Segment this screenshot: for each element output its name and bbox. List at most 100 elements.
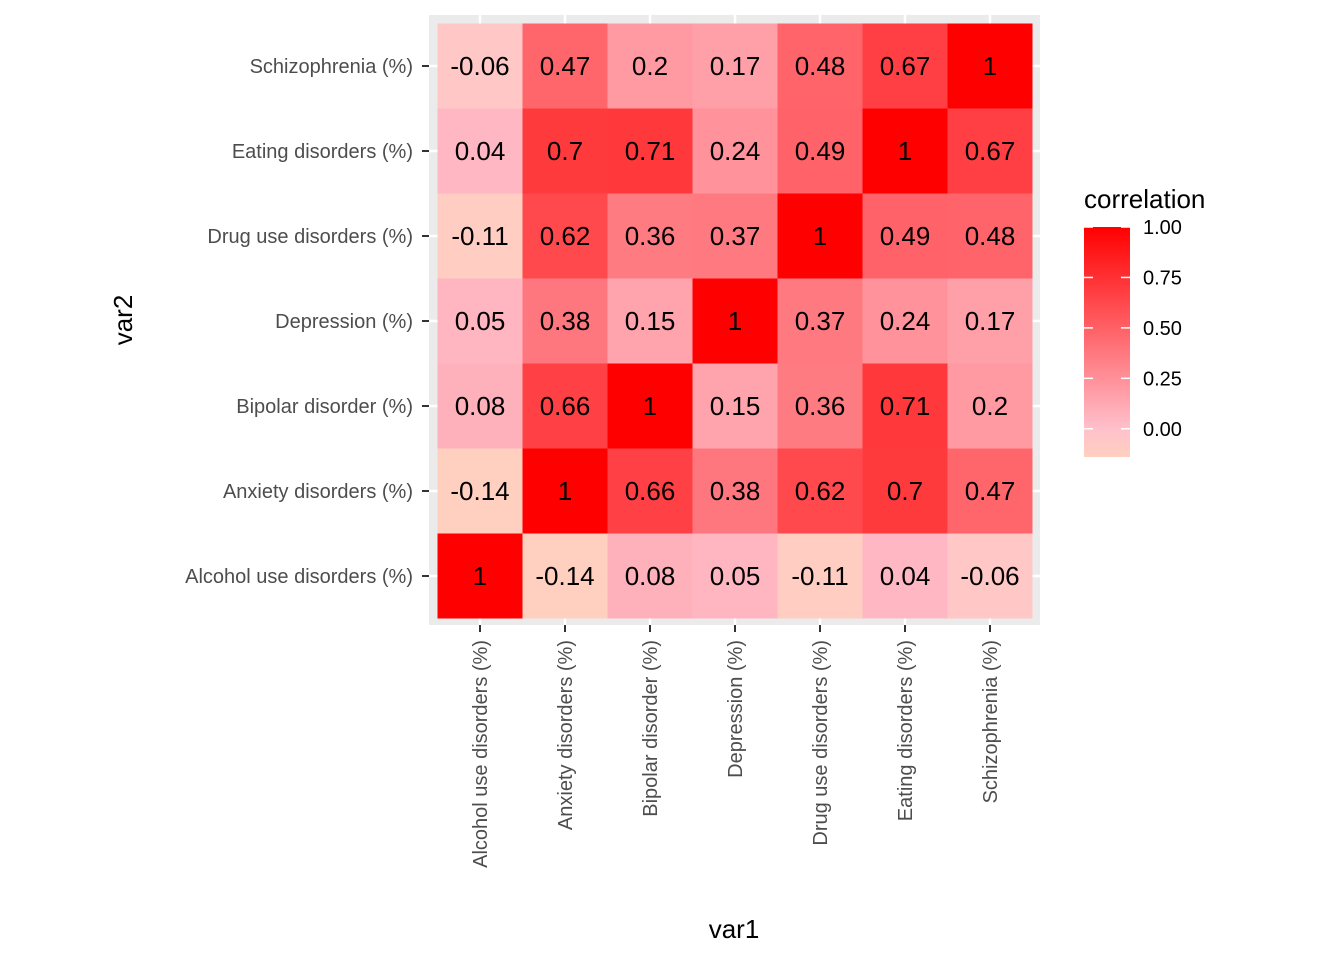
heatmap-cell — [777, 278, 863, 364]
heatmap-cell — [522, 278, 608, 364]
cell-value-label: 1 — [643, 391, 657, 421]
cell-value-label: 0.49 — [880, 221, 931, 251]
heatmap-cell — [607, 23, 693, 109]
y-tick-label: Depression (%) — [275, 311, 413, 333]
heatmap-cell — [692, 193, 778, 279]
cell-value-label: 0.47 — [540, 51, 591, 81]
cell-value-label: 0.48 — [965, 221, 1016, 251]
cell-value-label: 0.08 — [625, 561, 676, 591]
cell-value-label: 0.62 — [540, 221, 591, 251]
heatmap-cell — [777, 193, 863, 279]
cell-value-label: -0.14 — [535, 561, 594, 591]
cell-value-label: 0.05 — [710, 561, 761, 591]
y-tick-label: Eating disorders (%) — [232, 141, 413, 163]
heatmap-cell — [607, 363, 693, 449]
cell-value-label: 0.66 — [540, 391, 591, 421]
heatmap-cell — [437, 23, 523, 109]
cell-value-label: 0.47 — [965, 476, 1016, 506]
y-tick-label: Drug use disorders (%) — [207, 226, 413, 248]
legend: correlation 1.00 0.75 0.50 0.25 0.00 — [1084, 184, 1205, 457]
heatmap-cell — [437, 278, 523, 364]
x-tick-label: Depression (%) — [725, 640, 747, 778]
cell-value-label: 0.36 — [795, 391, 846, 421]
cell-value-label: 1 — [558, 476, 572, 506]
cell-value-label: 0.24 — [710, 136, 761, 166]
cell-value-label: 0.2 — [632, 51, 668, 81]
y-tick-label: Alcohol use disorders (%) — [185, 566, 413, 588]
heatmap-cell — [692, 533, 778, 619]
cell-value-label: 0.38 — [540, 306, 591, 336]
heatmap-cell — [777, 108, 863, 194]
cell-value-label: -0.11 — [791, 561, 848, 591]
x-tick-label: Eating disorders (%) — [895, 640, 917, 821]
x-tick-label: Anxiety disorders (%) — [555, 640, 577, 830]
heatmap-cell — [777, 23, 863, 109]
heatmap-cell — [862, 108, 948, 194]
heatmap-cell — [522, 533, 608, 619]
cell-value-label: 0.48 — [795, 51, 846, 81]
cell-value-label: 1 — [473, 561, 487, 591]
y-axis: Alcohol use disorders (%) Anxiety disorde… — [185, 56, 429, 588]
heatmap-cell — [862, 533, 948, 619]
cell-value-label: 0.04 — [880, 561, 931, 591]
heatmap-cell — [692, 23, 778, 109]
cell-value-label: 0.62 — [795, 476, 846, 506]
cell-value-label: 0.04 — [455, 136, 506, 166]
legend-colorbar — [1084, 227, 1130, 457]
cell-value-label: 1 — [898, 136, 912, 166]
heatmap-cell — [522, 23, 608, 109]
heatmap-cells: 1 -0.14 0.08 0.05 -0.11 0.04 -0.06 -0.14 1 0.66 0.… — [437, 23, 1033, 619]
cell-value-label: 0.15 — [625, 306, 676, 336]
heatmap-cell — [522, 193, 608, 279]
heatmap-cell — [437, 108, 523, 194]
heatmap-cell — [947, 193, 1033, 279]
heatmap-cell — [862, 363, 948, 449]
cell-value-label: 0.15 — [710, 391, 761, 421]
heatmap-cell — [947, 448, 1033, 534]
heatmap-cell — [692, 448, 778, 534]
heatmap-cell — [522, 108, 608, 194]
heatmap-cell — [437, 533, 523, 619]
cell-value-label: 1 — [983, 51, 997, 81]
y-axis-title: var2 — [108, 295, 138, 346]
legend-tick-label: 0.25 — [1143, 368, 1182, 390]
cell-value-label: 0.7 — [887, 476, 923, 506]
heatmap-cell — [947, 108, 1033, 194]
legend-tick-label: 0.75 — [1143, 267, 1182, 289]
heatmap-cell — [862, 23, 948, 109]
cell-value-label: 0.67 — [880, 51, 931, 81]
cell-value-label: 0.71 — [625, 136, 676, 166]
cell-value-label: 0.05 — [455, 306, 506, 336]
x-axis-title: var1 — [709, 914, 760, 944]
cell-value-label: 1 — [728, 306, 742, 336]
cell-value-label: 1 — [813, 221, 827, 251]
y-tick-label: Anxiety disorders (%) — [223, 481, 413, 503]
heatmap-cell — [862, 448, 948, 534]
heatmap-cell — [522, 363, 608, 449]
cell-value-label: 0.38 — [710, 476, 761, 506]
x-axis: Alcohol use disorders (%) Anxiety disorde… — [470, 625, 1002, 868]
heatmap-cell — [522, 448, 608, 534]
heatmap-cell — [947, 533, 1033, 619]
heatmap-cell — [862, 278, 948, 364]
cell-value-label: 0.66 — [625, 476, 676, 506]
cell-value-label: 0.67 — [965, 136, 1016, 166]
x-tick-label: Drug use disorders (%) — [810, 640, 832, 846]
heatmap-cell — [607, 533, 693, 619]
cell-value-label: 0.7 — [547, 136, 583, 166]
heatmap-cell — [947, 23, 1033, 109]
cell-value-label: 0.17 — [710, 51, 761, 81]
heatmap-cell — [607, 193, 693, 279]
cell-value-label: -0.06 — [450, 51, 509, 81]
cell-value-label: 0.37 — [795, 306, 846, 336]
heatmap-cell — [777, 448, 863, 534]
heatmap-cell — [947, 363, 1033, 449]
heatmap-cell — [692, 278, 778, 364]
cell-value-label: -0.14 — [450, 476, 509, 506]
heatmap-cell — [947, 278, 1033, 364]
cell-value-label: 0.71 — [880, 391, 931, 421]
heatmap-cell — [777, 363, 863, 449]
heatmap-cell — [437, 193, 523, 279]
x-tick-label: Schizophrenia (%) — [980, 640, 1002, 803]
